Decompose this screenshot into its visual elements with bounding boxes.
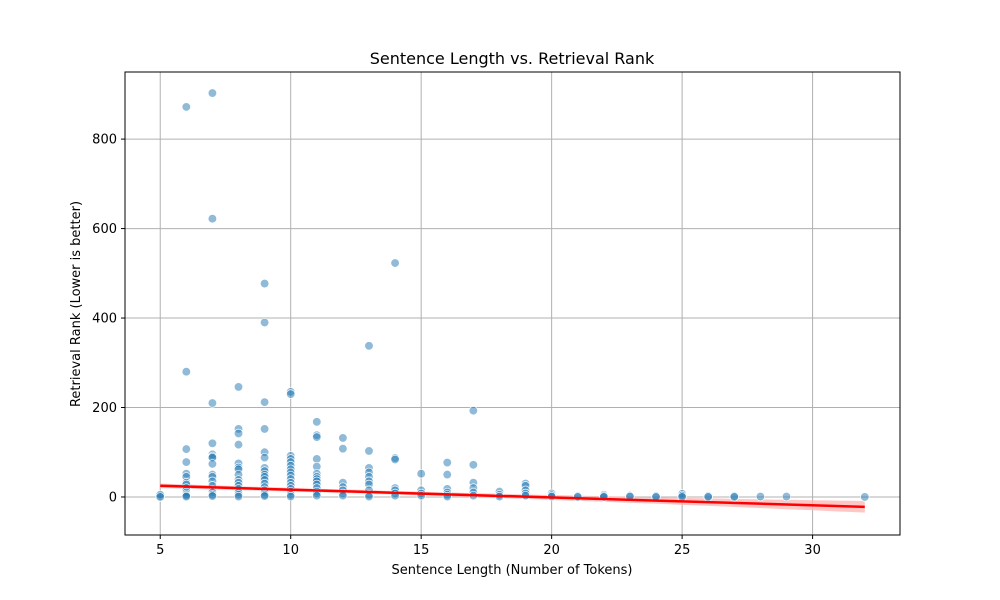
scatter-point bbox=[312, 490, 322, 501]
scatter-point bbox=[860, 492, 870, 502]
scatter-point bbox=[233, 491, 244, 502]
scatter-point bbox=[181, 102, 191, 112]
scatter-point bbox=[259, 278, 270, 289]
x-tick-label: 25 bbox=[674, 543, 691, 558]
scatter-point bbox=[181, 491, 191, 502]
scatter-point bbox=[755, 491, 766, 502]
scatter-point bbox=[364, 341, 374, 351]
scatter-point bbox=[338, 444, 348, 454]
x-axis-label: Sentence Length (Number of Tokens) bbox=[392, 563, 633, 578]
scatter-point bbox=[207, 398, 218, 408]
scatter-point bbox=[207, 214, 218, 224]
x-tick-label: 5 bbox=[156, 543, 164, 558]
y-tick-label: 200 bbox=[92, 401, 117, 416]
y-tick-label: 0 bbox=[109, 490, 117, 505]
scatter-point bbox=[677, 492, 687, 502]
x-tick-label: 10 bbox=[282, 543, 299, 558]
x-tick-label: 15 bbox=[413, 543, 430, 558]
scatter-point bbox=[468, 405, 479, 416]
scatter-point bbox=[364, 446, 374, 456]
x-tick-label: 30 bbox=[804, 543, 821, 558]
regression-line-group bbox=[160, 484, 865, 509]
scatter-point bbox=[286, 389, 296, 399]
scatter-point bbox=[259, 424, 270, 434]
scatter-point bbox=[155, 492, 165, 502]
chart-title: Sentence Length vs. Retrieval Rank bbox=[370, 49, 655, 68]
scatter-point bbox=[207, 459, 218, 469]
scatter-point bbox=[259, 452, 270, 463]
scatter-point bbox=[181, 457, 191, 467]
y-tick-label: 800 bbox=[92, 133, 117, 148]
scatter-point bbox=[207, 491, 218, 501]
scatter-point bbox=[781, 491, 792, 502]
scatter-point bbox=[442, 469, 452, 480]
scatter-point bbox=[390, 258, 400, 268]
y-tick-label: 600 bbox=[92, 222, 117, 237]
scatter-point bbox=[703, 492, 713, 502]
scatter-point bbox=[233, 382, 244, 392]
scatter-point bbox=[286, 491, 296, 502]
y-axis-label: Retrieval Rank (Lower is better) bbox=[69, 201, 84, 407]
scatter-point bbox=[259, 317, 270, 328]
scatter-point bbox=[181, 367, 191, 377]
scatter-point bbox=[729, 492, 739, 502]
scatter-point bbox=[207, 88, 218, 98]
scatter-point bbox=[338, 433, 348, 443]
scatter-point bbox=[416, 469, 426, 479]
x-tick-label: 20 bbox=[543, 543, 560, 558]
scatter-point bbox=[259, 491, 270, 501]
y-tick-label: 400 bbox=[92, 312, 117, 327]
scatter-point bbox=[364, 491, 374, 502]
scatter-point bbox=[181, 444, 191, 454]
scatter-point bbox=[312, 417, 322, 427]
scatter-point bbox=[442, 457, 452, 468]
scatter-point bbox=[259, 397, 270, 407]
y-axis-ticks: 0 200 400 600 800 bbox=[92, 133, 125, 505]
regression-line bbox=[160, 484, 865, 509]
grid-lines bbox=[125, 72, 900, 535]
scatter-point bbox=[233, 439, 244, 450]
x-axis-ticks: 5 10 15 20 25 30 bbox=[156, 535, 821, 558]
scatter-point bbox=[390, 454, 400, 465]
scatter-point bbox=[312, 432, 322, 442]
scatter-point bbox=[468, 460, 479, 470]
plot-frame bbox=[124, 71, 901, 536]
scatter-point bbox=[207, 438, 218, 448]
scatter-point bbox=[233, 428, 244, 439]
scatter-point bbox=[338, 490, 348, 501]
